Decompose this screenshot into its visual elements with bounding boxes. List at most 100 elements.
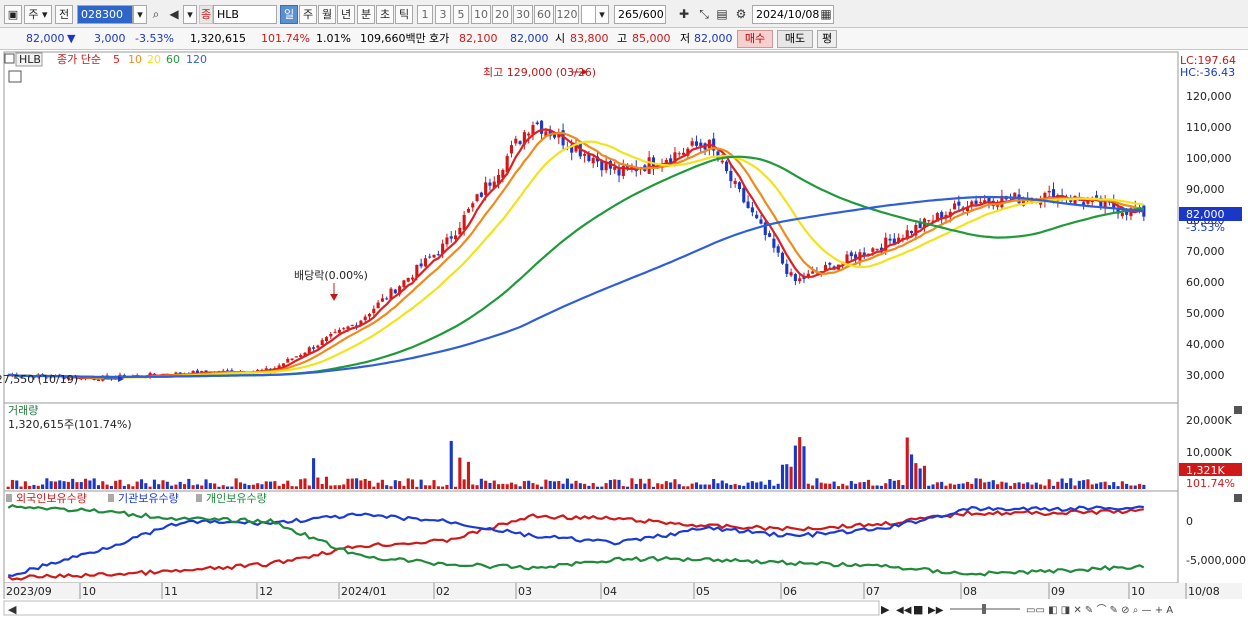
interval-10[interactable]: 10 (471, 5, 491, 24)
interval-60[interactable]: 60 (534, 5, 554, 24)
interval-20[interactable]: 20 (492, 5, 512, 24)
candle-body (96, 379, 101, 381)
volume-bar (127, 484, 131, 489)
volume-panel-close-icon[interactable] (1234, 406, 1242, 414)
panel-handle-icon[interactable] (4, 53, 15, 64)
settings-gear-icon[interactable]: ⚙ (735, 7, 747, 21)
volume-bar (686, 486, 690, 489)
volume-bar (634, 483, 638, 489)
low-arrow-icon (118, 376, 124, 382)
data-table-icon[interactable] (8, 70, 22, 83)
candle-body (694, 141, 699, 146)
volume-bar (578, 483, 582, 489)
volume-bar (737, 485, 742, 489)
candle-body (346, 326, 350, 329)
sell-button[interactable]: 매도 (777, 30, 813, 48)
save-icon[interactable]: ▤ (716, 7, 728, 21)
candle-body (905, 230, 909, 238)
volume-bar (931, 484, 935, 489)
stock-name-field[interactable]: HLB (213, 5, 277, 24)
candle-body (793, 274, 797, 282)
volume-bar (350, 478, 354, 489)
candle-body (940, 212, 944, 220)
eval-button[interactable]: 평 (817, 30, 837, 48)
search-icon[interactable]: ⌕ (152, 7, 160, 21)
nav-rewind-icon[interactable]: ◀◀ (896, 605, 912, 616)
price-tick-label: 40,000 (1186, 338, 1225, 351)
crosshair-icon[interactable]: ✚ (678, 7, 690, 21)
prev-button[interactable]: 전 (55, 5, 73, 24)
holdings-panel-close-icon[interactable] (1234, 494, 1242, 502)
volume-bar (922, 465, 927, 489)
date-field[interactable]: 2024/10/08 (752, 5, 834, 24)
interval-3[interactable]: 3 (435, 5, 451, 24)
scroll-left-icon[interactable]: ◀ (8, 603, 17, 616)
volume-bar (595, 486, 600, 489)
calendar-icon[interactable]: ▦ (820, 7, 832, 21)
candle-body (419, 263, 423, 267)
candle-body (755, 214, 759, 219)
nav-stop-icon[interactable]: ■ (913, 603, 923, 616)
tab-tick[interactable]: 틱 (395, 5, 413, 24)
volume-ratio: 101.74% (261, 32, 310, 45)
volume-tick-20000k: 20,000K (1186, 414, 1232, 427)
interval-5[interactable]: 5 (453, 5, 469, 24)
interval-120[interactable]: 120 (555, 5, 579, 24)
volume-bar (789, 466, 793, 489)
nav-next-icon[interactable]: ▶ (881, 603, 890, 616)
volume-bar (10, 479, 15, 489)
volume-bar (909, 454, 914, 489)
tab-monthly[interactable]: 월 (318, 5, 336, 24)
stock-code-input[interactable]: 028300 (77, 5, 133, 24)
interval-30[interactable]: 30 (513, 5, 533, 24)
candle-body (686, 148, 690, 156)
tab-second[interactable]: 초 (376, 5, 394, 24)
volume-bar (23, 481, 27, 489)
candle-body (527, 133, 531, 136)
volume-bar (273, 481, 277, 489)
current-price: 82,000 (26, 32, 65, 45)
volume-bar (75, 482, 79, 489)
tab-weekly[interactable]: 주 (299, 5, 317, 24)
interval-dropdown-icon[interactable]: ▾ (595, 5, 609, 24)
candle-body (350, 324, 354, 326)
volume-bar (613, 479, 617, 489)
data-count-field[interactable]: 265/600 (614, 5, 666, 24)
interval-1[interactable]: 1 (417, 5, 433, 24)
candle-body (406, 277, 410, 282)
speaker-dropdown-icon[interactable]: ▾ (183, 5, 197, 24)
buy-button[interactable]: 매수 (737, 30, 773, 48)
window-menu-icon[interactable]: ▣ (4, 5, 22, 24)
scrollbar-track[interactable] (3, 600, 880, 616)
volume-bar (355, 478, 359, 489)
candle-body (996, 205, 1000, 207)
candle-body (978, 201, 982, 203)
volume-bar (36, 485, 40, 489)
candle-body (785, 263, 789, 275)
volume-bar (191, 485, 195, 489)
turnover-rate: 1.01% (316, 32, 351, 45)
candle-body (1116, 208, 1120, 214)
speaker-icon[interactable]: ◀ (169, 7, 179, 21)
market-select[interactable]: 주 ▾ (24, 5, 52, 24)
tab-daily[interactable]: 일 (280, 5, 298, 24)
code-dropdown-icon[interactable]: ▾ (133, 5, 147, 24)
volume-bar (187, 478, 191, 489)
candle-body (316, 345, 320, 348)
stock-chart[interactable]: HLB 종가 단순 5 10 20 60 120 LC:197.64 HC:-3… (0, 51, 1248, 621)
nav-forward-icon[interactable]: ▶▶ (928, 605, 944, 616)
tab-minute[interactable]: 분 (357, 5, 375, 24)
draw-line-icon[interactable]: ⤡ (699, 7, 709, 21)
layout-icons[interactable]: ▭▭ ◧ ◨ ✕ ✎ ⌒ ✎ ⊘ ⌕ — + A (1026, 604, 1173, 616)
tab-yearly[interactable]: 년 (337, 5, 355, 24)
volume-bar (626, 486, 630, 489)
price-tick-label: 100,000 (1186, 152, 1232, 165)
volume-bar (1107, 485, 1111, 489)
volume-bar (281, 483, 286, 489)
candle-body (204, 370, 208, 373)
volume-bar (342, 484, 346, 489)
volume-bar (260, 484, 264, 489)
volume-bar (970, 483, 974, 489)
volume-bar (518, 486, 522, 489)
zoom-slider-handle[interactable] (982, 604, 986, 614)
